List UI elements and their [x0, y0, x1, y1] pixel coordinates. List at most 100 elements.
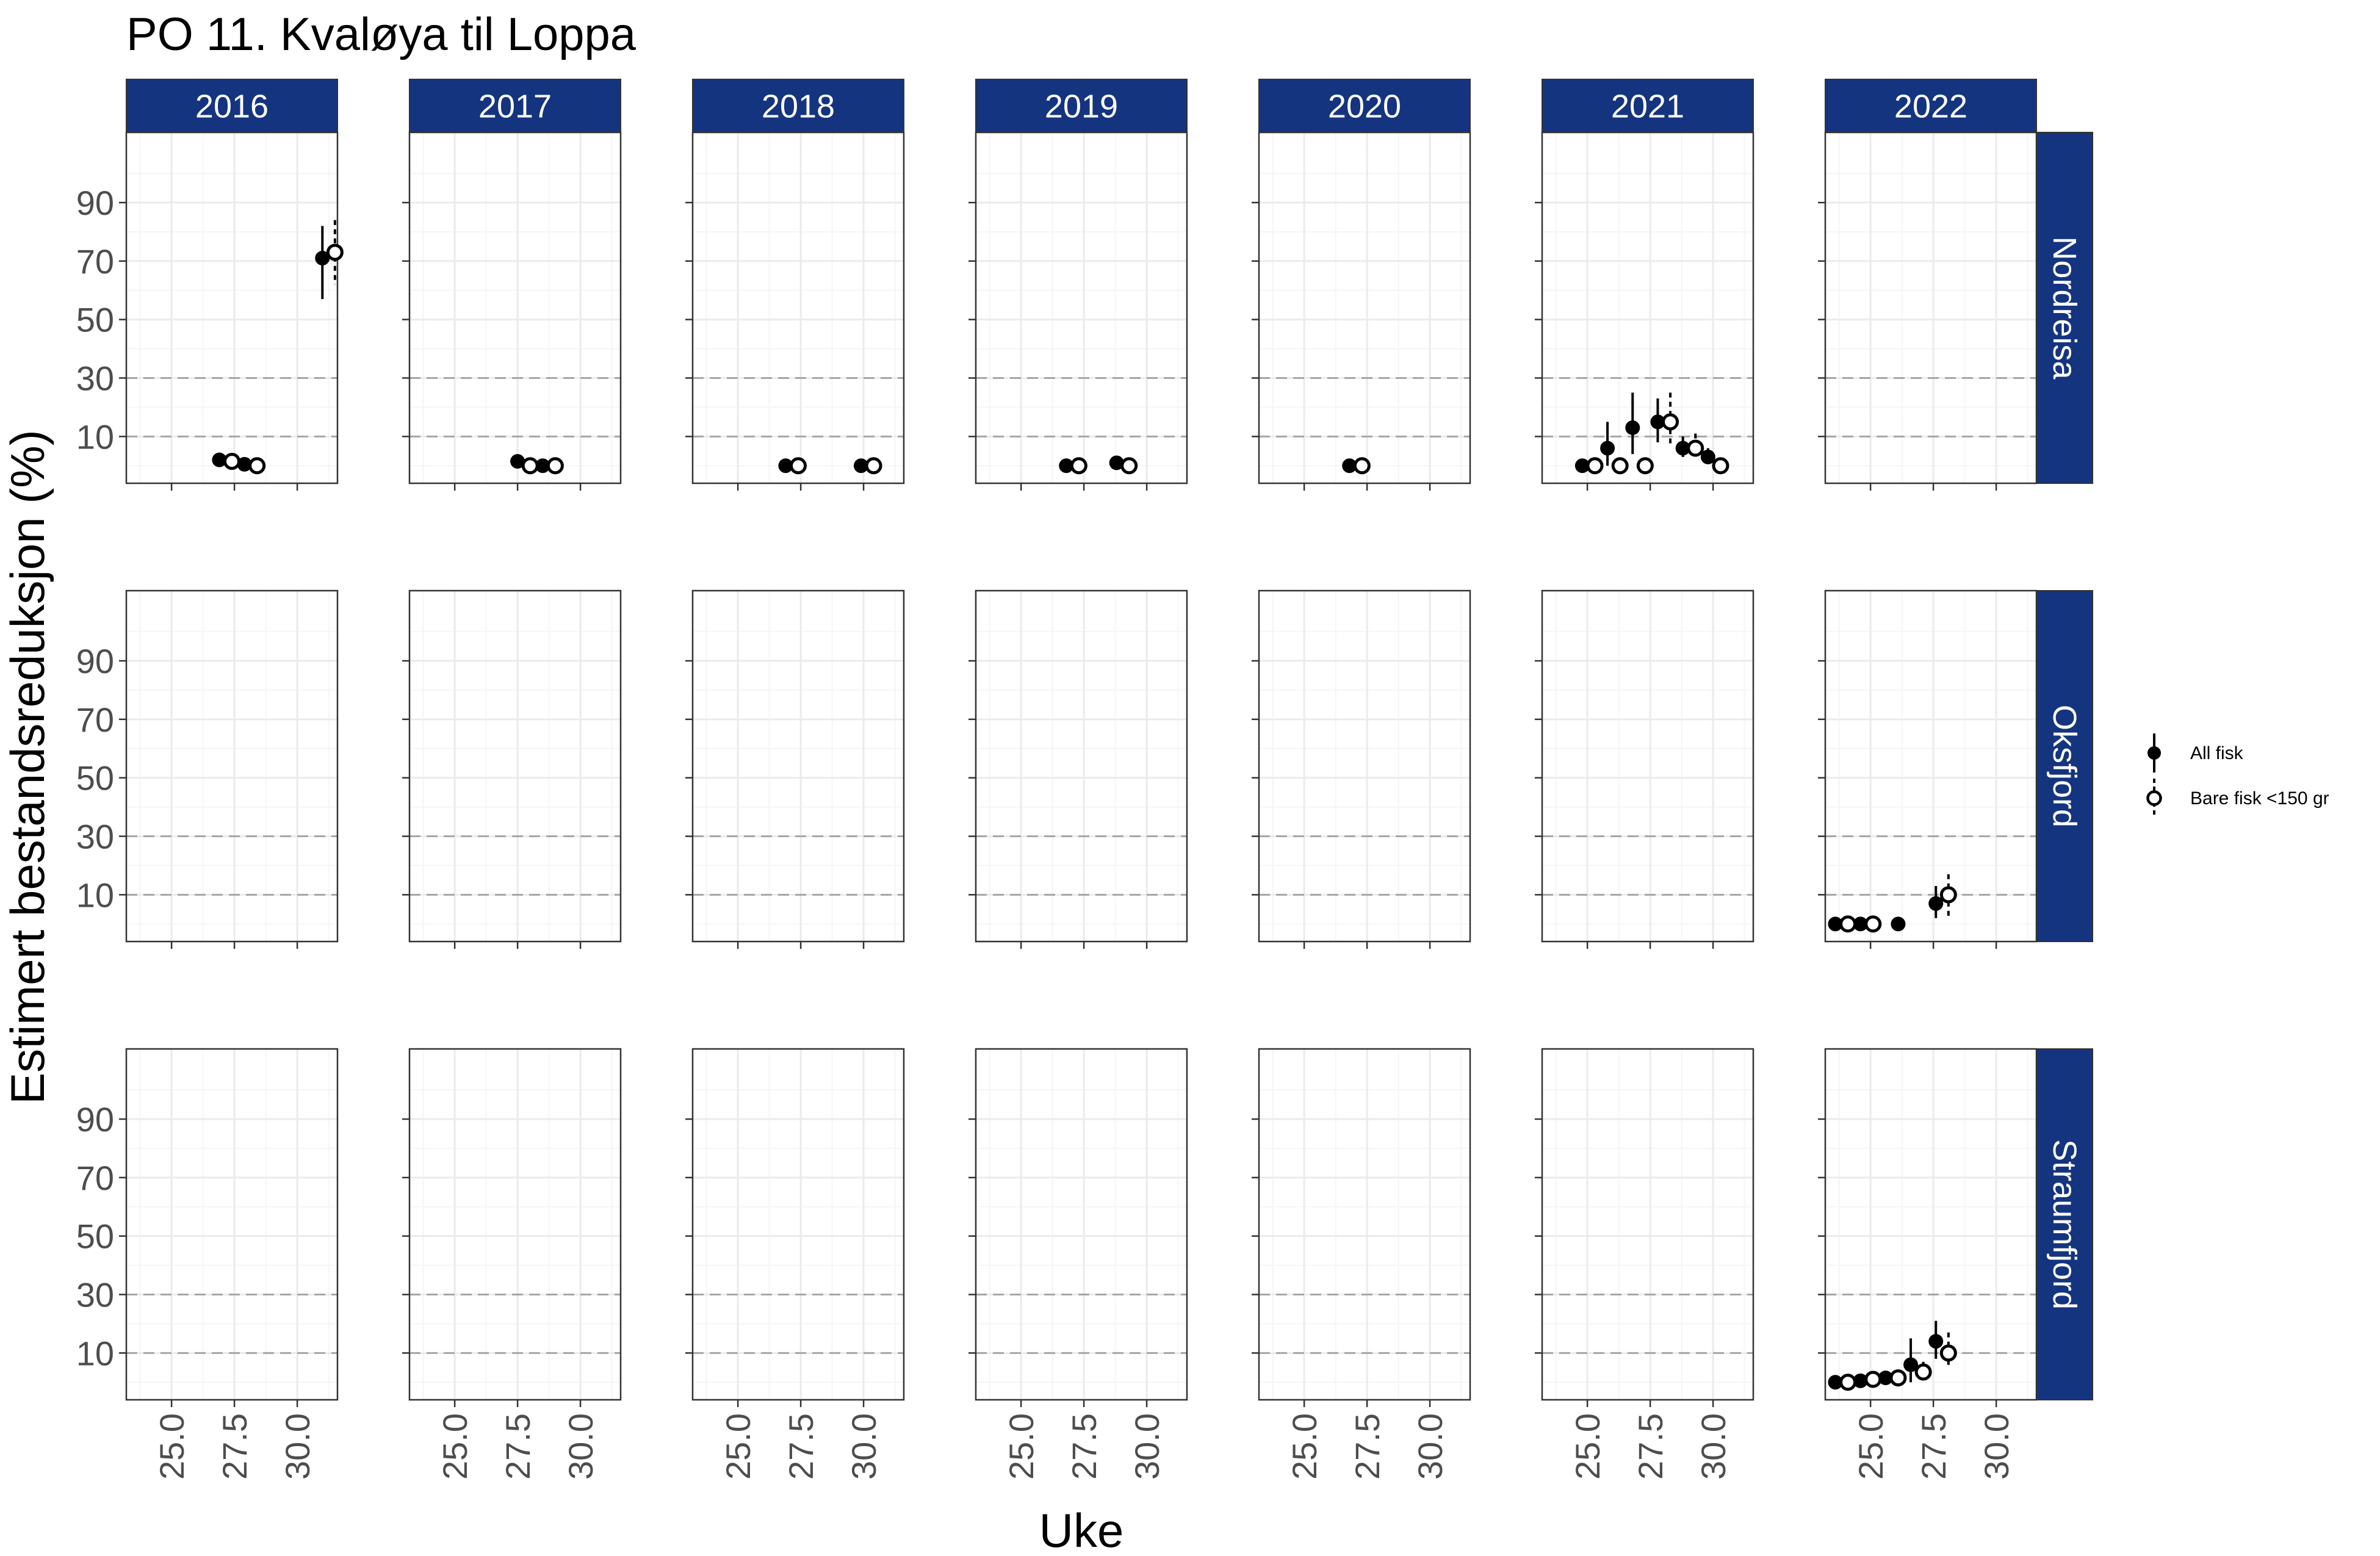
panel-border	[975, 589, 1188, 943]
x-tick-label: 27.5	[1631, 1413, 1670, 1480]
year-strip-label: 2017	[478, 88, 552, 125]
series-all	[1059, 455, 1124, 474]
panel-border	[1824, 131, 2038, 484]
y-tick-label: 90	[76, 1100, 114, 1139]
legend-label: All fisk	[2190, 743, 2244, 763]
year-strip-label: 2021	[1611, 88, 1684, 125]
year-strip	[692, 79, 904, 133]
y-tick-label: 10	[76, 1334, 114, 1372]
panel	[685, 589, 905, 949]
panel-border	[1258, 131, 1471, 484]
panel	[968, 589, 1188, 949]
y-tick-label: 30	[76, 1276, 114, 1314]
series-all	[1342, 458, 1357, 474]
panel-background	[126, 1049, 337, 1400]
data-point-all	[1700, 449, 1715, 464]
data-point-small	[546, 457, 564, 475]
data-point-all	[1574, 458, 1590, 474]
panel-border	[1258, 1048, 1471, 1401]
panel: 25.0 27.5 30.0	[1252, 1048, 1471, 1480]
panel-border	[1824, 589, 2038, 943]
data-point-all	[1342, 458, 1357, 474]
panel	[1535, 589, 1754, 949]
y-tick-label: 70	[76, 1159, 114, 1197]
x-tick-label: 30.0	[1128, 1413, 1166, 1480]
series-small	[1839, 874, 1957, 933]
panel-background	[1825, 1049, 2036, 1400]
series-all	[1828, 1320, 1944, 1390]
data-point-small	[1889, 1369, 1907, 1387]
panel-background	[1542, 591, 1753, 942]
data-point-small	[1939, 886, 1957, 904]
year-strip-label: 2022	[1894, 88, 1967, 125]
panel-background	[1542, 1049, 1753, 1400]
x-tick-label: 30.0	[278, 1413, 317, 1480]
data-point-all	[510, 454, 525, 469]
x-tick-label: 25.0	[153, 1413, 191, 1480]
panel-border	[691, 589, 905, 943]
data-point-small	[1864, 915, 1882, 933]
data-point-all	[1828, 917, 1843, 932]
river-strip-label: Oksfjord	[2046, 705, 2083, 827]
data-point-all	[1853, 1373, 1868, 1388]
data-point-small	[1839, 1374, 1857, 1391]
x-tick-label: 25.0	[436, 1413, 474, 1480]
x-tick-label: 27.5	[1914, 1413, 1953, 1480]
panel: 10 30 50 70 90	[76, 589, 339, 949]
x-tick-label: 30.0	[1411, 1413, 1449, 1480]
y-axis-title: Estimert bestandsreduksjon (%)	[1, 430, 54, 1104]
panel-border	[975, 1048, 1188, 1401]
series-small	[223, 220, 344, 475]
panel-background	[126, 132, 337, 483]
series-small	[1586, 392, 1729, 475]
panel-background	[1825, 591, 2036, 942]
data-point-all	[1828, 1375, 1843, 1390]
panel-background	[976, 591, 1187, 942]
data-point-small	[1611, 457, 1629, 475]
panel-border	[975, 131, 1188, 484]
y-tick-label: 50	[76, 301, 114, 339]
x-tick-label: 25.0	[1285, 1413, 1324, 1480]
data-point-all	[1903, 1357, 1919, 1372]
data-point-small	[1712, 457, 1729, 475]
panel-background	[1259, 132, 1470, 483]
year-strip-label: 2019	[1045, 88, 1118, 125]
panel	[1535, 131, 1754, 491]
data-point-small	[521, 457, 539, 475]
series-small	[1070, 457, 1138, 475]
panel-border	[125, 1048, 339, 1401]
data-point-small	[326, 243, 344, 261]
panel: 10 30 50 70 90 25.0 27.5 30.0	[76, 1048, 339, 1480]
panel: 25.0 27.5 30.0	[685, 1048, 905, 1480]
y-tick-label: 30	[76, 818, 114, 856]
panel	[1818, 589, 2038, 949]
y-tick-label: 70	[76, 242, 114, 281]
year-strip-label: 2016	[195, 88, 269, 125]
series-all	[778, 458, 868, 474]
x-tick-label: 25.0	[1568, 1413, 1607, 1480]
data-point-all	[1675, 441, 1690, 456]
panel-border	[1541, 1048, 1754, 1401]
chart-title: PO 11. Kvaløya til Loppa	[126, 9, 636, 60]
year-strip-label: 2018	[762, 88, 835, 125]
data-point-all	[237, 456, 252, 472]
x-tick-label: 27.5	[782, 1413, 820, 1480]
panel-border	[408, 589, 622, 943]
x-tick-label: 30.0	[1977, 1413, 2016, 1480]
data-point-all	[1650, 414, 1665, 430]
panel	[402, 131, 622, 491]
x-tick-label: 30.0	[1694, 1413, 1733, 1480]
panel-border	[125, 589, 339, 943]
series-small	[521, 457, 564, 475]
y-tick-label: 50	[76, 759, 114, 798]
x-tick-label: 27.5	[215, 1413, 254, 1480]
data-point-small	[1914, 1363, 1932, 1381]
panel: 25.0 27.5 30.0	[968, 1048, 1188, 1480]
data-point-small	[1687, 439, 1704, 457]
data-point-small	[1353, 457, 1371, 475]
panel	[1818, 131, 2038, 491]
year-strip	[975, 79, 1188, 133]
data-point-small	[790, 457, 807, 475]
data-point-all	[535, 458, 550, 474]
